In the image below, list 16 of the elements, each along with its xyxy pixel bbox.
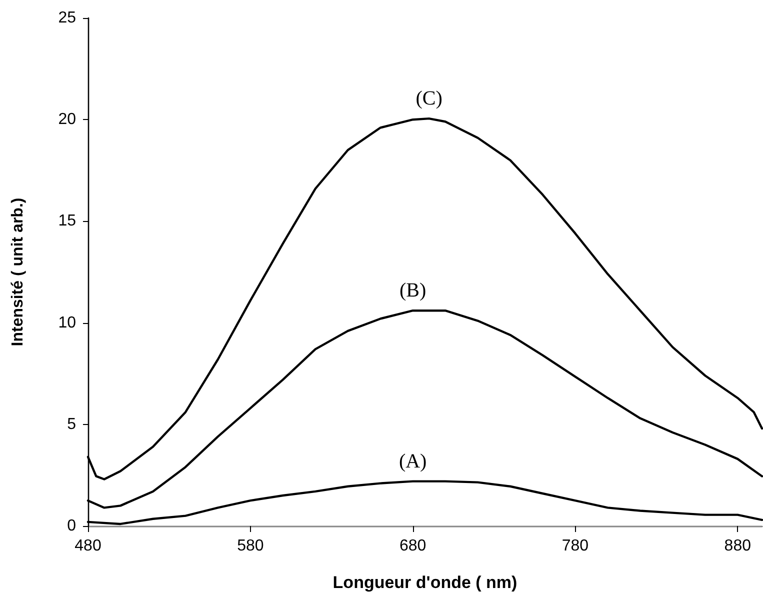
series-label: (A) — [398, 450, 427, 472]
x-tick-label: 480 — [74, 538, 102, 554]
x-axis-title: Longueur d'onde ( nm) — [332, 573, 518, 592]
series-label: (B) — [399, 280, 426, 302]
y-tick-label: 5 — [67, 416, 76, 433]
y-tick-label: 10 — [58, 314, 76, 332]
y-axis-title: Intensité ( unit arb.) — [10, 198, 26, 346]
x-tick-label: 680 — [399, 538, 426, 554]
x-tick-label: 880 — [724, 538, 752, 554]
y-tick-label: 0 — [67, 518, 76, 534]
y-tick-label: 25 — [58, 10, 76, 26]
x-tick-label: 780 — [562, 538, 589, 554]
y-tick-label: 15 — [58, 212, 76, 230]
series-label: (C) — [416, 88, 442, 110]
y-tick-label: 20 — [58, 111, 76, 128]
x-tick-label: 580 — [237, 538, 264, 554]
